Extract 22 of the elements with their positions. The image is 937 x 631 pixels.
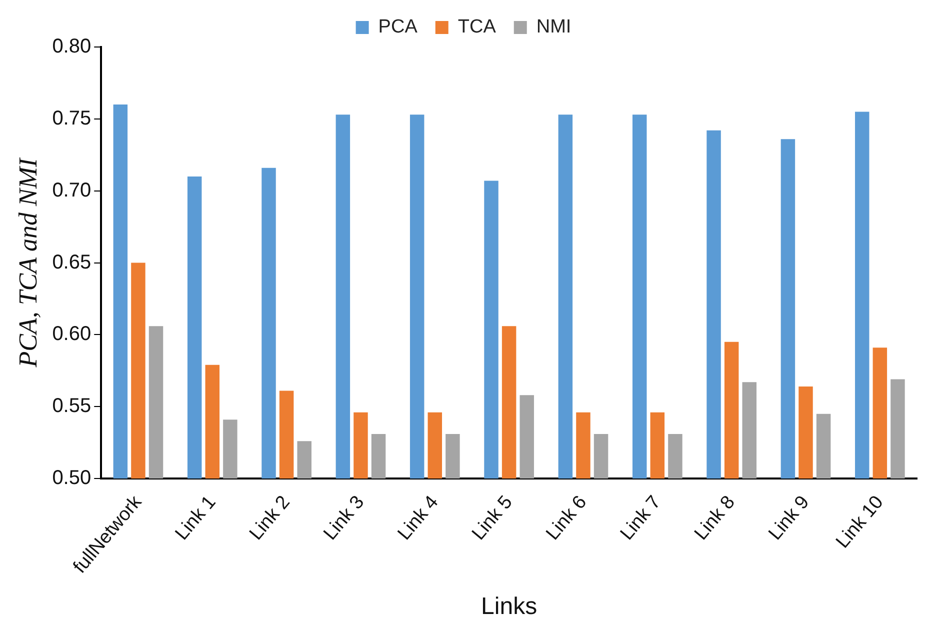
- legend-label: TCA: [458, 16, 496, 38]
- y-tick-label: 0.55: [52, 395, 92, 418]
- x-tick-label: Link 6: [542, 492, 592, 544]
- y-tick-label: 0.70: [52, 179, 92, 202]
- y-tick-label: 0.80: [52, 36, 92, 58]
- x-tick-label: Link 2: [246, 492, 294, 544]
- legend-label: PCA: [378, 16, 418, 38]
- y-tick-label: 0.50: [52, 467, 92, 490]
- y-tick-label: 0.65: [52, 251, 92, 274]
- x-tick-label: Link 5: [468, 492, 517, 544]
- y-tick-label: 0.60: [52, 323, 92, 346]
- x-tick-label: Link 7: [616, 492, 666, 544]
- legend-label: NMI: [536, 16, 572, 38]
- y-axis-title: PCA, TCA and NMI: [13, 156, 42, 368]
- x-tick-label: Link 10: [832, 492, 888, 552]
- x-tick-label: Link 3: [320, 492, 369, 544]
- x-axis-title: Links: [481, 593, 538, 620]
- x-tick-label: Link 1: [172, 492, 220, 544]
- x-tick-label: Link 9: [764, 492, 814, 544]
- x-tick-label: Link 4: [394, 492, 444, 544]
- x-tick-label: Link 8: [690, 492, 740, 544]
- y-tick-label: 0.75: [52, 107, 92, 130]
